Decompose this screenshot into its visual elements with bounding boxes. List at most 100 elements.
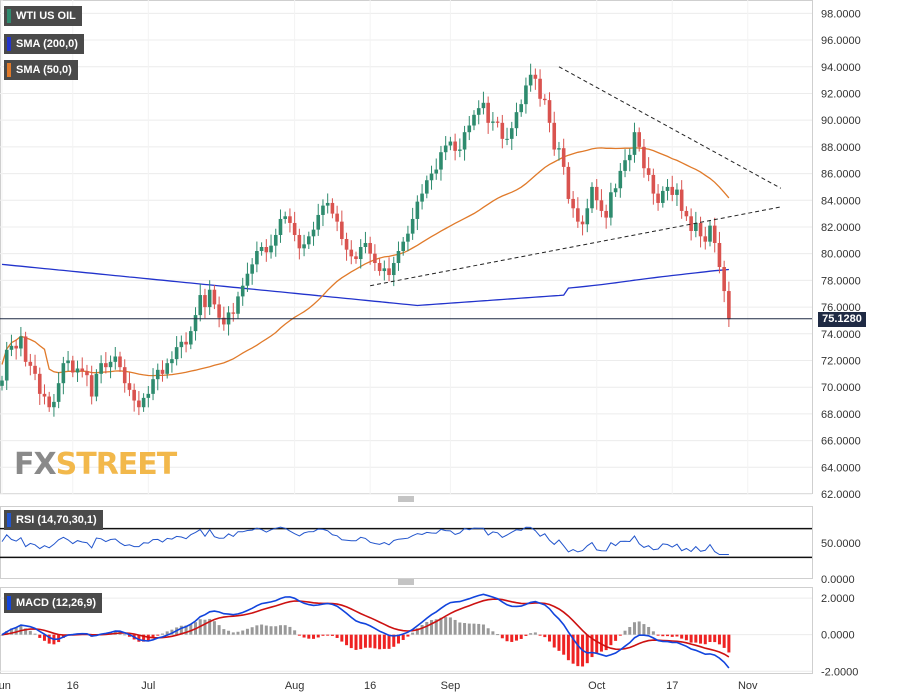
candle-body: [132, 389, 136, 401]
macd-hist-bar: [727, 634, 731, 653]
macd-hist-bar: [717, 634, 721, 645]
macd-hist-bar: [340, 634, 344, 642]
legend-main-label: WTI US OIL: [16, 10, 76, 22]
macd-hist-bar: [354, 634, 358, 650]
candle-body: [61, 363, 66, 384]
candle-body: [679, 189, 684, 211]
candle-body: [609, 192, 613, 218]
macd-hist-bar: [708, 634, 712, 643]
candle-body: [330, 202, 335, 214]
macd-hist-bar: [189, 624, 193, 635]
macd-hist-bar: [349, 634, 353, 649]
y-tick-label: 90.0000: [821, 115, 861, 127]
logo-fx: FX: [14, 447, 57, 482]
macd-hist-bar: [227, 630, 231, 635]
macd-hist-bar: [548, 634, 552, 642]
candle-body: [118, 356, 122, 368]
macd-hist-bar: [274, 626, 278, 635]
macd-hist-bar: [505, 634, 509, 642]
candle-body: [316, 214, 321, 230]
candle-body: [165, 363, 169, 374]
macd-hist-bar: [448, 617, 452, 635]
candle-body: [382, 268, 387, 272]
candle-body: [387, 268, 391, 276]
candle-body: [292, 222, 297, 235]
macd-hist-bar: [689, 634, 693, 643]
candle-body: [670, 186, 675, 195]
swatch: [7, 596, 11, 610]
macd-hist-bar: [614, 634, 618, 641]
candle-body: [514, 112, 519, 129]
macd-hist-bar: [42, 634, 46, 641]
candle-body: [533, 74, 538, 79]
macd-hist-bar: [307, 634, 311, 639]
y-tick-label: 86.0000: [821, 169, 861, 181]
candle-body: [340, 221, 344, 239]
candle-body: [453, 141, 457, 151]
macd-hist-bar: [411, 632, 415, 635]
legend-rsi[interactable]: RSI (14,70,30,1): [4, 510, 103, 530]
candle-body: [278, 218, 283, 235]
macd-hist-bar: [566, 634, 570, 661]
candle-body: [137, 400, 141, 408]
macd-hist-bar: [293, 630, 297, 635]
pane-resize-handle[interactable]: [398, 579, 414, 585]
x-tick-label: Sep: [441, 680, 461, 692]
swatch: [7, 63, 11, 77]
macd-hist-bar: [585, 634, 589, 664]
legend-sma200[interactable]: SMA (200,0): [4, 34, 84, 54]
legend-sma50[interactable]: SMA (50,0): [4, 60, 78, 80]
candle-body: [37, 373, 42, 394]
candle-body: [472, 114, 476, 126]
macd-hist-bar: [9, 628, 13, 635]
candle-body: [273, 234, 278, 246]
pane-resize-handle[interactable]: [398, 496, 414, 502]
x-tick-label: 16: [364, 680, 376, 692]
legend-main[interactable]: WTI US OIL: [4, 6, 82, 26]
candle-body: [557, 148, 561, 150]
candle-body: [618, 170, 623, 189]
candle-body: [377, 263, 382, 272]
candle-body: [56, 383, 61, 402]
candle-body: [222, 317, 226, 325]
y-tick-label: 64.0000: [821, 462, 861, 474]
macd-hist-bar: [278, 625, 282, 635]
macd-hist-bar: [127, 634, 131, 637]
candle-body: [259, 247, 264, 252]
macd-hist-bar: [463, 623, 467, 635]
candle-body: [302, 244, 306, 249]
legend-macd[interactable]: MACD (12,26,9): [4, 593, 103, 613]
macd-hist-bar: [713, 634, 717, 643]
macd-hist-bar: [628, 627, 632, 635]
candle-body: [269, 245, 273, 253]
macd-hist-bar: [670, 634, 674, 637]
macd-hist-bar: [491, 631, 495, 635]
macd-hist-bar: [302, 634, 306, 638]
macd-hist-bar: [632, 622, 636, 635]
macd-hist-bar: [14, 627, 18, 635]
macd-hist-bar: [179, 625, 183, 635]
macd-hist-bar: [684, 634, 688, 641]
candle-body: [623, 160, 627, 171]
macd-hist-bar: [47, 634, 51, 644]
candle-body: [627, 154, 632, 161]
candle-body: [184, 341, 188, 345]
candle-body: [288, 216, 292, 223]
macd-hist-bar: [208, 618, 212, 635]
macd-hist-bar: [425, 621, 429, 635]
macd-hist-bar: [378, 634, 382, 650]
macd-hist-bar: [165, 631, 169, 635]
macd-hist-bar: [288, 626, 292, 635]
macd-hist-bar: [496, 634, 500, 636]
macd-hist-bar: [203, 619, 207, 635]
macd-hist-bar: [415, 628, 419, 635]
x-tick-label: Nov: [738, 680, 758, 692]
macd-hist-bar: [184, 625, 188, 635]
macd-hist-bar: [241, 630, 245, 635]
candle-body: [0, 380, 4, 386]
macd-hist-bar: [151, 634, 155, 639]
legend-sma200-label: SMA (200,0): [16, 38, 78, 50]
legend-rsi-label: RSI (14,70,30,1): [16, 514, 97, 526]
macd-hist-bar: [703, 634, 707, 645]
candle-body: [505, 138, 509, 140]
